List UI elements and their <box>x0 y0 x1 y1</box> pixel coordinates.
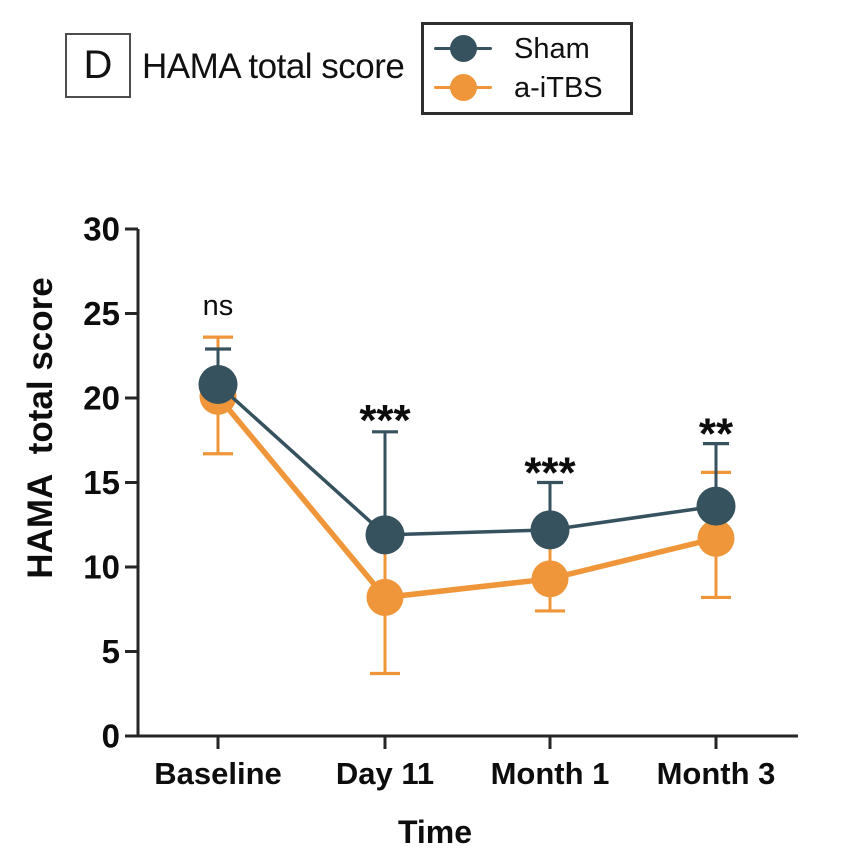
significance-annotation: ns <box>203 290 234 322</box>
legend-item-aitbs: a-iTBS <box>424 67 630 107</box>
x-tick-label: Baseline <box>154 756 282 791</box>
data-point-a-itbs <box>366 578 404 616</box>
y-tick-label: 25 <box>83 295 120 332</box>
x-tick-label: Month 1 <box>491 756 610 791</box>
legend-label-sham: Sham <box>514 33 590 65</box>
series-line-a-itbs <box>215 394 717 601</box>
significance-annotation: *** <box>359 396 411 445</box>
chart-legend: Sham a-iTBS <box>421 22 633 115</box>
data-point-sham <box>198 364 238 404</box>
data-point-sham <box>365 515 405 555</box>
significance-annotation: *** <box>524 449 576 498</box>
y-tick-label: 15 <box>83 464 120 501</box>
x-axis-title: Time <box>398 814 472 850</box>
significance-annotation: ** <box>699 410 734 459</box>
y-axis-title: HAMA total score <box>21 277 60 578</box>
data-point-sham <box>530 510 570 550</box>
x-tick-label: Day 11 <box>336 756 434 791</box>
y-tick-label: 10 <box>83 549 120 586</box>
data-point-sham <box>696 486 736 526</box>
panel-label-box: D <box>65 33 131 98</box>
sham-marker-dot-icon <box>450 35 477 62</box>
legend-label-aitbs: a-iTBS <box>514 72 603 104</box>
y-tick-label: 20 <box>83 380 120 417</box>
aitbs-marker-dot-icon <box>450 74 477 101</box>
panel-label: D <box>83 43 113 87</box>
y-tick-label: 0 <box>102 718 120 755</box>
legend-item-sham: Sham <box>424 28 630 68</box>
panel-title: HAMA total score <box>142 47 405 86</box>
y-tick-label: 30 <box>83 211 120 248</box>
series-line-sham <box>216 383 717 537</box>
y-tick-label: 5 <box>102 633 120 670</box>
x-tick-label: Month 3 <box>657 756 776 791</box>
data-point-a-itbs <box>531 560 569 598</box>
data-point-a-itbs <box>697 519 735 557</box>
